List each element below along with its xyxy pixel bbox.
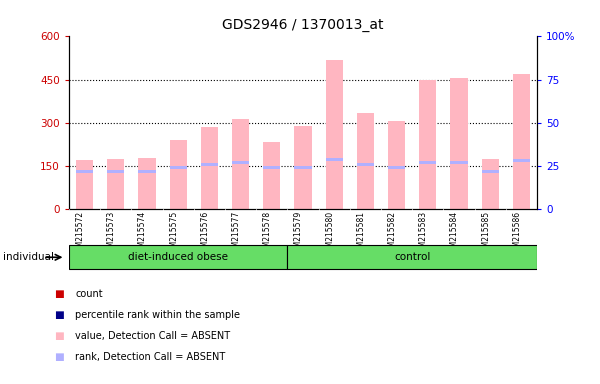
Bar <box>295 126 311 209</box>
Text: GDS2946 / 1370013_at: GDS2946 / 1370013_at <box>222 18 384 32</box>
Text: control: control <box>394 252 430 262</box>
Bar <box>201 127 218 209</box>
Text: GSM215576: GSM215576 <box>200 211 209 257</box>
Bar <box>482 159 499 209</box>
Bar <box>139 158 155 209</box>
Bar <box>451 78 467 209</box>
Bar <box>287 245 537 270</box>
Text: GSM215579: GSM215579 <box>294 211 303 257</box>
Text: GSM215583: GSM215583 <box>419 211 428 257</box>
Text: value, Detection Call = ABSENT: value, Detection Call = ABSENT <box>75 331 230 341</box>
Text: GSM215584: GSM215584 <box>450 211 459 257</box>
Text: GSM215581: GSM215581 <box>356 211 365 257</box>
Bar <box>232 161 249 164</box>
Bar <box>357 113 374 209</box>
Bar <box>139 170 155 173</box>
Bar <box>419 161 436 164</box>
Bar <box>295 166 311 169</box>
Bar <box>201 163 218 166</box>
Bar <box>263 166 280 169</box>
Bar <box>419 80 436 209</box>
Text: GSM215585: GSM215585 <box>481 211 490 257</box>
Bar <box>107 159 124 209</box>
Bar <box>76 161 93 209</box>
Bar <box>76 170 93 173</box>
Text: individual: individual <box>3 252 54 262</box>
Bar <box>170 140 187 209</box>
Text: GSM215575: GSM215575 <box>169 211 178 257</box>
Text: ■: ■ <box>54 310 64 320</box>
Text: GSM215572: GSM215572 <box>76 211 85 257</box>
Bar <box>263 142 280 209</box>
Bar <box>482 170 499 173</box>
Bar <box>451 161 467 164</box>
Text: GSM215578: GSM215578 <box>263 211 272 257</box>
Text: GSM215580: GSM215580 <box>325 211 334 257</box>
Text: GSM215574: GSM215574 <box>138 211 147 257</box>
Bar <box>69 245 287 270</box>
Text: ■: ■ <box>54 352 64 362</box>
Text: GSM215577: GSM215577 <box>232 211 241 257</box>
Text: ■: ■ <box>54 289 64 299</box>
Bar <box>357 163 374 166</box>
Text: diet-induced obese: diet-induced obese <box>128 252 228 262</box>
Bar <box>107 170 124 173</box>
Bar <box>513 159 530 162</box>
Bar <box>388 166 405 169</box>
Text: GSM215573: GSM215573 <box>107 211 116 257</box>
Bar <box>388 121 405 209</box>
Text: ■: ■ <box>54 331 64 341</box>
Bar <box>326 158 343 161</box>
Text: rank, Detection Call = ABSENT: rank, Detection Call = ABSENT <box>75 352 225 362</box>
Bar <box>326 60 343 209</box>
Bar <box>170 166 187 169</box>
Text: GSM215582: GSM215582 <box>388 211 397 257</box>
Bar <box>513 74 530 209</box>
Text: count: count <box>75 289 103 299</box>
Text: percentile rank within the sample: percentile rank within the sample <box>75 310 240 320</box>
Bar <box>232 119 249 209</box>
Text: GSM215586: GSM215586 <box>512 211 521 257</box>
